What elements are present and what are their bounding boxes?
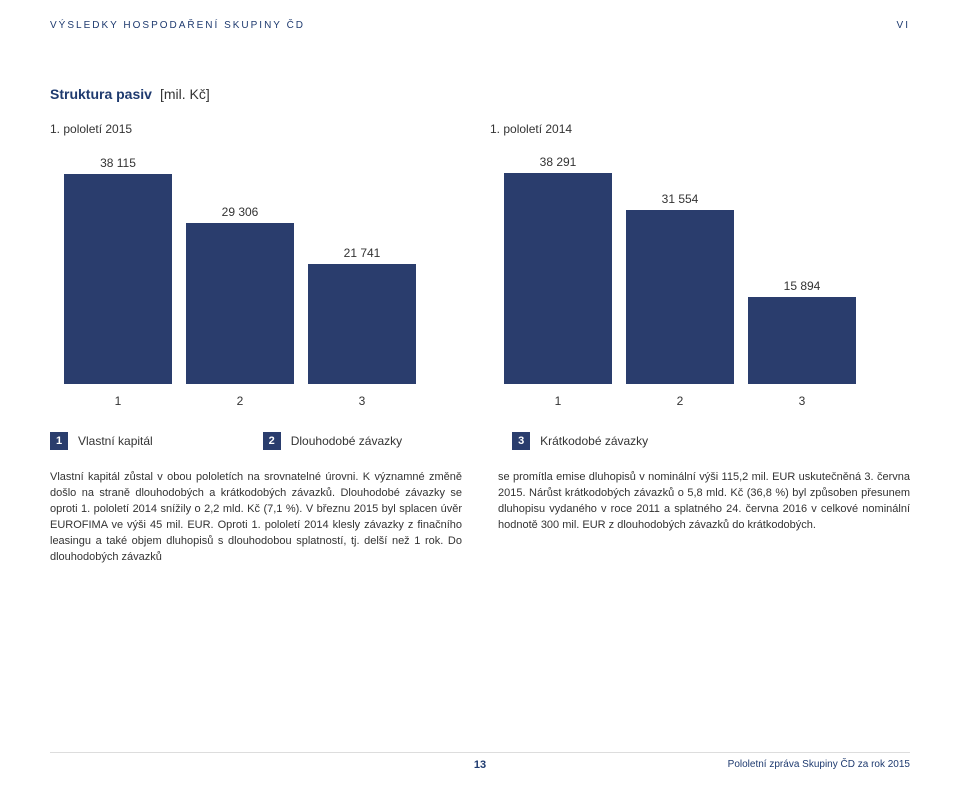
bar-value-label: 38 291 (540, 155, 577, 169)
chart-right: 38 291 31 554 15 894 123 (490, 144, 870, 408)
legend-label: Vlastní kapitál (78, 434, 153, 448)
chart-left: 38 115 29 306 21 741 123 (50, 144, 430, 408)
bar-group: 38 115 (64, 144, 172, 384)
page-footer: 13 Pololetní zpráva Skupiny ČD za rok 20… (50, 752, 910, 770)
body-col-1: Vlastní kapitál zůstal v obou pololetích… (50, 470, 462, 566)
legend-item: 2 Dlouhodobé závazky (263, 432, 402, 450)
bar (626, 210, 734, 384)
bar-value-label: 31 554 (662, 192, 699, 206)
legend: 1 Vlastní kapitál 2 Dlouhodobé závazky 3 Krát… (50, 432, 910, 450)
chart-title-row: Struktura pasiv [mil. Kč] (50, 86, 910, 102)
chart-title: Struktura pasiv (50, 86, 152, 102)
bar-group: 31 554 (626, 144, 734, 384)
legend-swatch: 3 (512, 432, 530, 450)
bar (64, 174, 172, 384)
bar-group: 29 306 (186, 144, 294, 384)
x-tick-label: 1 (64, 394, 172, 408)
bar-value-label: 38 115 (100, 156, 136, 170)
legend-item: 1 Vlastní kapitál (50, 432, 153, 450)
legend-swatch: 1 (50, 432, 68, 450)
chart-subtitles: 1. pololetí 2015 1. pololetí 2014 (50, 122, 910, 136)
subtitle-right: 1. pololetí 2014 (490, 122, 870, 136)
section-header: VÝSLEDKY HOSPODAŘENÍ SKUPINY ČD VI (50, 20, 910, 31)
body-text: Vlastní kapitál zůstal v obou pololetích… (50, 470, 910, 566)
bar-group: 15 894 (748, 144, 856, 384)
legend-item: 3 Krátkodobé závazky (512, 432, 648, 450)
subtitle-left: 1. pololetí 2015 (50, 122, 430, 136)
x-tick-label: 1 (504, 394, 612, 408)
x-tick-label: 3 (748, 394, 856, 408)
footer-doc-title: Pololetní zpráva Skupiny ČD za rok 2015 (728, 759, 910, 770)
bar (186, 223, 294, 384)
x-tick-label: 2 (626, 394, 734, 408)
x-tick-label: 2 (186, 394, 294, 408)
bar-value-label: 21 741 (344, 246, 381, 260)
charts-row: 38 11529 30621 741 123 38 29131 55415 89… (50, 144, 910, 408)
bar (504, 173, 612, 384)
page-number: 13 (474, 759, 486, 771)
chart-unit: [mil. Kč] (160, 86, 210, 102)
bar (748, 297, 856, 384)
section-number: VI (897, 20, 910, 31)
bar-value-label: 15 894 (784, 279, 821, 293)
bar-group: 38 291 (504, 144, 612, 384)
legend-label: Dlouhodobé závazky (291, 434, 402, 448)
x-tick-label: 3 (308, 394, 416, 408)
bar-group: 21 741 (308, 144, 416, 384)
legend-swatch: 2 (263, 432, 281, 450)
body-col-2: se promítla emise dluhopisů v nominální … (498, 470, 910, 566)
bar-value-label: 29 306 (222, 205, 259, 219)
legend-label: Krátkodobé závazky (540, 434, 648, 448)
bar (308, 264, 416, 384)
section-title: VÝSLEDKY HOSPODAŘENÍ SKUPINY ČD (50, 20, 305, 31)
